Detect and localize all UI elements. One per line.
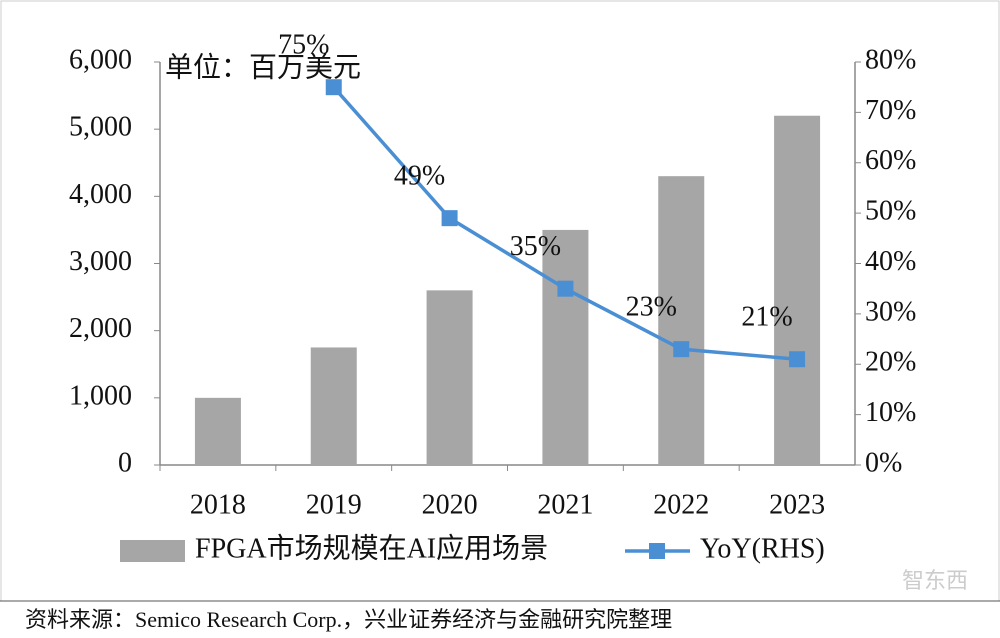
data-label: 49% (394, 161, 445, 192)
x-tick-label: 2020 (422, 489, 478, 520)
y2-tick-label: 50% (865, 196, 916, 227)
marker (673, 341, 690, 358)
x-tick-label: 2019 (306, 489, 362, 520)
x-tick-label: 2022 (653, 489, 709, 520)
y2-tick-label: 20% (865, 347, 916, 378)
y2-tick-label: 0% (865, 447, 902, 478)
x-tick-label: 2023 (769, 489, 825, 520)
legend-label: FPGA市场规模在AI应用场景 (195, 532, 548, 564)
data-label: 21% (741, 302, 792, 333)
legend-label: YoY(RHS) (700, 533, 825, 564)
y-tick-label: 1,000 (69, 380, 132, 411)
y2-tick-label: 10% (865, 397, 916, 428)
x-tick-label: 2018 (190, 489, 246, 520)
y-tick-label: 0 (118, 447, 132, 478)
bar (426, 290, 473, 465)
bar (310, 347, 357, 465)
data-label: 75% (278, 30, 329, 61)
y-tick-label: 2,000 (69, 313, 132, 344)
legend-marker (649, 543, 665, 559)
data-label: 35% (510, 231, 561, 262)
y2-tick-label: 80% (865, 44, 916, 75)
frame (0, 0, 1000, 602)
marker (789, 351, 806, 368)
y2-tick-label: 40% (865, 246, 916, 277)
annotation: 单位：百万美元 (165, 51, 361, 83)
marker (325, 79, 342, 96)
y2-tick-label: 60% (865, 145, 916, 176)
y2-tick-label: 70% (865, 95, 916, 126)
y-tick-label: 5,000 (69, 112, 132, 143)
x-tick-label: 2021 (537, 489, 593, 520)
marker (557, 280, 574, 297)
legend-swatch (120, 540, 185, 562)
watermark: 智东西 (902, 568, 968, 593)
bar (542, 229, 589, 465)
y2-tick-label: 30% (865, 296, 916, 327)
source: 资料来源：Semico Research Corp.，兴业证券经济与金融研究院整… (25, 607, 672, 632)
y-tick-label: 6,000 (69, 44, 132, 75)
data-label: 23% (626, 292, 677, 323)
bar (774, 115, 821, 465)
bar (194, 397, 241, 465)
marker (441, 210, 458, 227)
y-tick-label: 3,000 (69, 246, 132, 277)
bar (658, 176, 705, 465)
y-tick-label: 4,000 (69, 179, 132, 210)
